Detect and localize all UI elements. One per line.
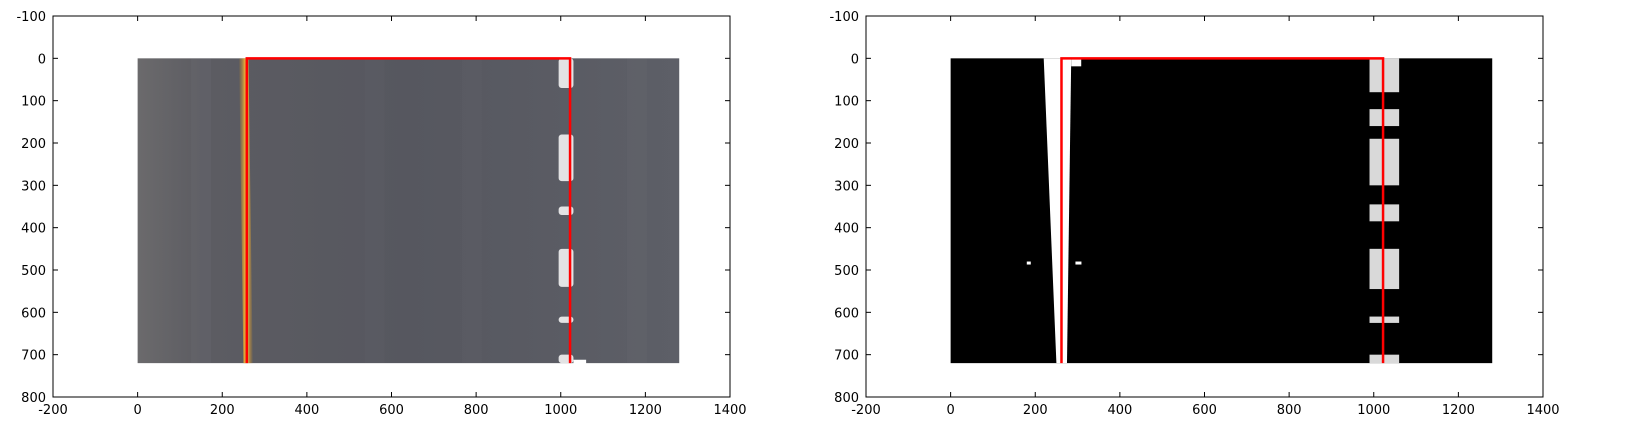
x-tick-label: 600 bbox=[379, 403, 404, 418]
y-tick-label: 100 bbox=[834, 95, 859, 110]
binary-background bbox=[950, 58, 1493, 364]
binary-right-lane-pixels bbox=[1369, 109, 1400, 127]
x-tick-label: -200 bbox=[851, 403, 881, 418]
overlay-polyline bbox=[245, 57, 572, 364]
y-tick-label: 400 bbox=[21, 222, 46, 237]
y-tick-label: 500 bbox=[834, 264, 859, 279]
x-tick-label: 600 bbox=[1192, 403, 1217, 418]
x-tick-label: -200 bbox=[38, 403, 68, 418]
x-tick-label: 1000 bbox=[544, 403, 577, 418]
y-tick-label: 0 bbox=[851, 52, 859, 67]
x-tick-label: 800 bbox=[464, 403, 489, 418]
x-tick-label: 1400 bbox=[1526, 403, 1559, 418]
x-tick-label: 200 bbox=[210, 403, 235, 418]
y-tick-label: 200 bbox=[21, 137, 46, 152]
x-tick-label: 1200 bbox=[1442, 403, 1475, 418]
y-tick-label: 400 bbox=[834, 222, 859, 237]
y-tick-label: -100 bbox=[829, 10, 859, 25]
y-tick-label: 300 bbox=[834, 179, 859, 194]
y-tick-label: 600 bbox=[21, 306, 46, 321]
y-tick-label: 700 bbox=[21, 349, 46, 364]
y-tick-label: 800 bbox=[834, 391, 859, 406]
binary-right-lane-pixels bbox=[1369, 204, 1400, 222]
y-tick-label: 600 bbox=[834, 306, 859, 321]
overlay-polyline bbox=[1060, 57, 1385, 364]
y-tick-label: 200 bbox=[834, 137, 859, 152]
y-tick-label: 300 bbox=[21, 179, 46, 194]
x-tick-label: 0 bbox=[946, 403, 954, 418]
x-tick-label: 400 bbox=[1107, 403, 1132, 418]
right-panel: -200 0 200 400 600 800 1000 1200 1400 -100 0 100 200… bbox=[829, 10, 1559, 418]
x-tick-label: 0 bbox=[133, 403, 141, 418]
x-tick-label: 400 bbox=[294, 403, 319, 418]
binary-noise bbox=[1075, 261, 1082, 265]
white-lane-mark bbox=[573, 359, 587, 364]
binary-right-lane-pixels bbox=[1369, 354, 1400, 364]
y-tick-label: 100 bbox=[21, 95, 46, 110]
y-tick-label: 700 bbox=[834, 349, 859, 364]
road-image bbox=[137, 58, 680, 364]
road-streak bbox=[364, 58, 385, 364]
y-tick-label: -100 bbox=[16, 10, 46, 25]
y-tick-label: 800 bbox=[21, 391, 46, 406]
road-streak bbox=[191, 58, 212, 364]
binary-right-lane-pixels bbox=[1369, 138, 1400, 186]
left-panel: -200 0 200 400 600 800 1000 1200 1400 -100 0 100 200… bbox=[16, 10, 746, 418]
binary-right-lane-pixels bbox=[1369, 316, 1400, 323]
y-tick-label: 500 bbox=[21, 264, 46, 279]
x-tick-label: 1200 bbox=[629, 403, 662, 418]
x-tick-label: 1000 bbox=[1357, 403, 1390, 418]
binary-right-lane-pixels bbox=[1369, 58, 1400, 93]
binary-noise bbox=[1026, 261, 1031, 265]
y-tick-label: 0 bbox=[38, 52, 46, 67]
road-streak bbox=[461, 58, 482, 364]
road-image bbox=[950, 58, 1493, 364]
road-streak bbox=[626, 58, 647, 364]
binary-left-lane-pixels bbox=[1043, 58, 1072, 364]
x-tick-label: 800 bbox=[1277, 403, 1302, 418]
x-tick-label: 200 bbox=[1023, 403, 1048, 418]
road-surface bbox=[137, 58, 680, 364]
binary-noise bbox=[1071, 58, 1082, 67]
x-tick-label: 1400 bbox=[713, 403, 746, 418]
binary-right-lane-pixels bbox=[1369, 248, 1400, 290]
